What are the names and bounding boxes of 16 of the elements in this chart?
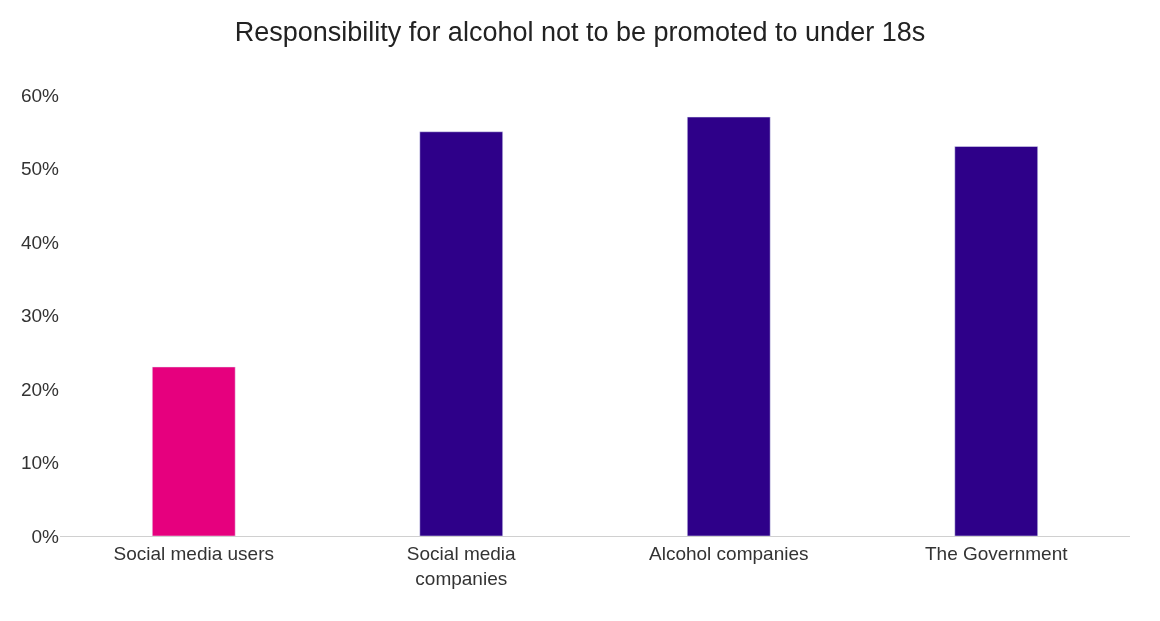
- x-tick-label: Social media users: [113, 542, 275, 564]
- y-tick-label: 60%: [20, 84, 60, 106]
- bar: [954, 146, 1038, 536]
- x-tick-label: Social media companies: [406, 542, 517, 589]
- y-tick-label: 40%: [20, 231, 60, 253]
- y-tick-label: 30%: [20, 305, 60, 327]
- y-tick-label: 10%: [20, 452, 60, 474]
- x-tick-label: The Government: [924, 542, 1069, 564]
- bar: [419, 131, 503, 536]
- y-tick-label: 0%: [31, 525, 60, 547]
- y-tick-label: 20%: [20, 378, 60, 400]
- y-tick-label: 50%: [20, 158, 60, 180]
- chart-title: Responsibility for alcohol not to be promoted to under 18s: [234, 16, 926, 47]
- bar: [687, 116, 771, 536]
- x-tick-label: Alcohol companies: [649, 542, 809, 564]
- bar: [152, 366, 236, 536]
